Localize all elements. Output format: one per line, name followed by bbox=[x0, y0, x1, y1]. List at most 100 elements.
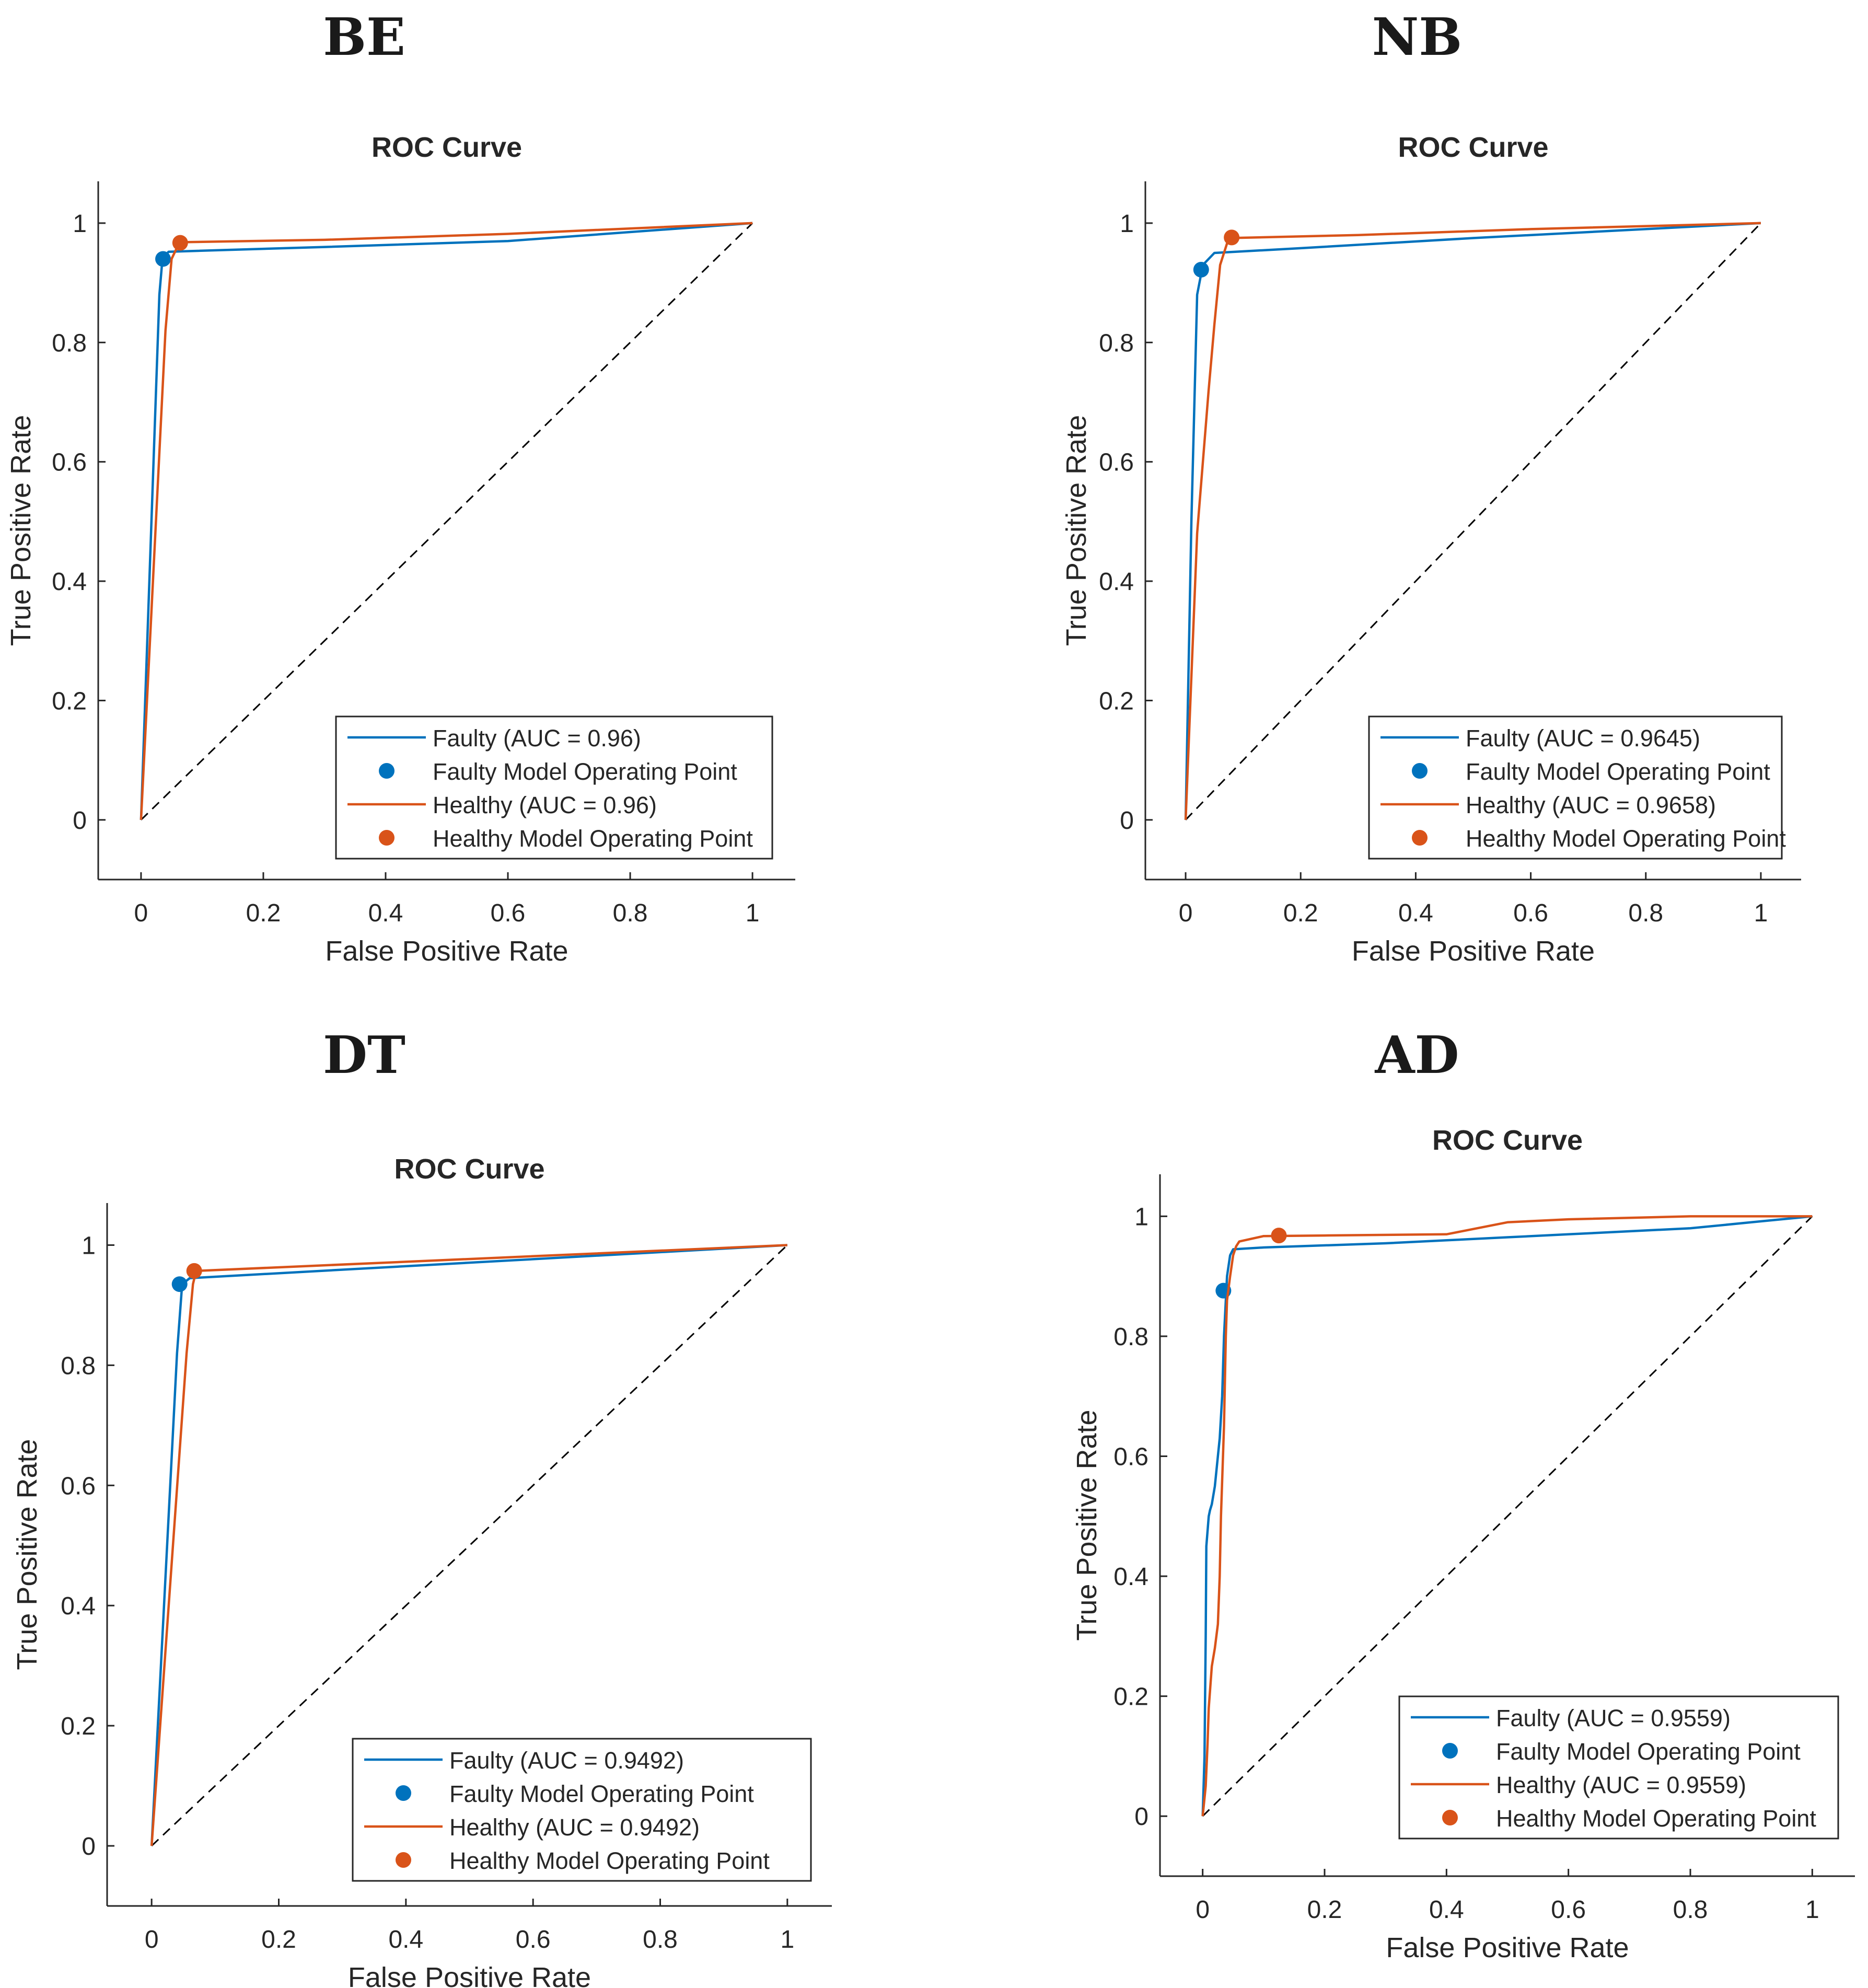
faulty-roc-line bbox=[1184, 222, 1761, 820]
healthy-operating-point bbox=[1271, 1228, 1287, 1244]
legend-entry-label: Healthy (AUC = 0.9492) bbox=[449, 1814, 700, 1841]
x-tick-label: 0.8 bbox=[613, 899, 648, 927]
x-tick-label: 0.4 bbox=[1429, 1896, 1464, 1924]
legend-box bbox=[1368, 715, 1783, 860]
chance-diagonal bbox=[140, 222, 753, 820]
y-tick-label: 0.6 bbox=[52, 449, 87, 477]
y-tick-label: 0.4 bbox=[61, 1592, 96, 1620]
x-tick-label: 0.2 bbox=[246, 899, 281, 927]
x-tick-label: 0.2 bbox=[1307, 1896, 1342, 1924]
panel-label: NB bbox=[1372, 7, 1462, 67]
x-tick-label: 1 bbox=[746, 899, 760, 927]
x-tick-label: 0 bbox=[1196, 1896, 1210, 1924]
healthy-operating-point bbox=[186, 1263, 202, 1279]
y-axis-label: True Positive Rate bbox=[1071, 1409, 1103, 1640]
y-tick-label: 0 bbox=[1120, 807, 1134, 835]
x-tick-label: 0.4 bbox=[368, 899, 403, 927]
faulty-operating-point bbox=[1193, 261, 1209, 278]
legend-entry-label: Faulty Model Operating Point bbox=[1466, 758, 1770, 785]
legend-entry-label: Healthy (AUC = 0.96) bbox=[433, 792, 657, 818]
chart-title: ROC Curve bbox=[372, 132, 522, 163]
x-tick-label: 1 bbox=[780, 1926, 794, 1954]
y-tick-label: 1 bbox=[82, 1232, 96, 1259]
chance-diagonal bbox=[151, 1244, 788, 1847]
roc-panel-ad: AD ROC Curve 0 0.2 0.4 0.6 0.8 1 0 0.2 0.4 0.6 0.8 1 F… bbox=[1071, 1025, 1855, 1963]
y-tick-label: 0.6 bbox=[1113, 1443, 1148, 1471]
x-axis-label: False Positive Rate bbox=[348, 1962, 591, 1988]
chance-diagonal bbox=[1185, 222, 1762, 820]
x-axis-label: False Positive Rate bbox=[1386, 1932, 1629, 1963]
legend: Faulty (AUC = 0.9559) Faulty Model Operat… bbox=[1398, 1695, 1839, 1840]
x-tick-label: 0.4 bbox=[1398, 899, 1433, 927]
panel-label: DT bbox=[323, 1025, 405, 1085]
legend-healthy-point-swatch bbox=[396, 1852, 411, 1868]
chart-title: ROC Curve bbox=[1432, 1125, 1583, 1156]
faulty-operating-point bbox=[155, 251, 171, 267]
faulty-operating-point bbox=[171, 1276, 188, 1292]
legend-entry-label: Healthy (AUC = 0.9658) bbox=[1466, 792, 1716, 818]
y-tick-label: 0.4 bbox=[52, 568, 87, 596]
y-tick-label: 0.4 bbox=[1099, 568, 1134, 596]
legend-entry-label: Healthy Model Operating Point bbox=[1466, 825, 1786, 852]
x-tick-label: 0.2 bbox=[261, 1926, 296, 1954]
x-tick-label: 0.6 bbox=[1551, 1896, 1586, 1924]
y-tick-label: 0.2 bbox=[1099, 687, 1134, 715]
y-tick-label: 0.6 bbox=[61, 1472, 96, 1500]
x-tick-label: 0.6 bbox=[516, 1926, 551, 1954]
y-tick-label: 0.2 bbox=[1113, 1683, 1148, 1711]
legend-entry-label: Faulty (AUC = 0.96) bbox=[433, 725, 641, 752]
legend: Faulty (AUC = 0.9492) Faulty Model Operat… bbox=[352, 1738, 812, 1882]
legend-entry-label: Faulty Model Operating Point bbox=[449, 1781, 754, 1807]
y-tick-label: 1 bbox=[73, 210, 87, 238]
legend-entry-label: Faulty Model Operating Point bbox=[1496, 1738, 1801, 1765]
x-tick-label: 0.8 bbox=[643, 1926, 678, 1954]
y-axis-label: True Positive Rate bbox=[11, 1439, 43, 1670]
roc-panel-be: BE ROC Curve 0 0.2 0.4 0.6 0.8 1 0 0.2 0.4 0.6 0.8 1 F… bbox=[5, 7, 795, 967]
x-tick-label: 0.4 bbox=[388, 1926, 423, 1954]
faulty-roc-line bbox=[140, 222, 753, 820]
x-tick-label: 0 bbox=[134, 899, 148, 927]
legend-faulty-point-swatch bbox=[1442, 1743, 1458, 1759]
x-tick-label: 0.6 bbox=[491, 899, 526, 927]
x-tick-label: 0.8 bbox=[1673, 1896, 1708, 1924]
legend-entry-label: Healthy Model Operating Point bbox=[433, 825, 753, 852]
y-axis-label: True Positive Rate bbox=[1061, 415, 1092, 646]
legend-entry-label: Healthy (AUC = 0.9559) bbox=[1496, 1772, 1746, 1798]
y-tick-label: 0.6 bbox=[1099, 449, 1134, 477]
y-tick-label: 0.8 bbox=[1099, 329, 1134, 357]
legend-entry-label: Healthy Model Operating Point bbox=[1496, 1805, 1816, 1832]
legend-faulty-point-swatch bbox=[1412, 763, 1428, 779]
legend-box bbox=[335, 715, 773, 860]
legend-entry-label: Healthy Model Operating Point bbox=[449, 1847, 770, 1874]
healthy-operating-point bbox=[1224, 229, 1240, 246]
y-tick-label: 1 bbox=[1134, 1203, 1148, 1231]
x-tick-label: 1 bbox=[1754, 899, 1768, 927]
healthy-roc-line bbox=[150, 1244, 787, 1846]
x-tick-label: 1 bbox=[1805, 1896, 1819, 1924]
legend-box bbox=[352, 1738, 812, 1882]
panel-label: AD bbox=[1374, 1025, 1459, 1085]
legend-entry-label: Faulty (AUC = 0.9492) bbox=[449, 1747, 684, 1774]
chart-title: ROC Curve bbox=[394, 1153, 544, 1185]
healthy-roc-line bbox=[1184, 222, 1761, 820]
x-axis-label: False Positive Rate bbox=[1352, 935, 1595, 967]
x-tick-label: 0.8 bbox=[1628, 899, 1663, 927]
x-tick-label: 0.6 bbox=[1513, 899, 1548, 927]
x-tick-label: 0 bbox=[1179, 899, 1193, 927]
panel-label: BE bbox=[323, 7, 405, 67]
y-tick-label: 0 bbox=[82, 1833, 96, 1860]
y-tick-label: 0.8 bbox=[1113, 1323, 1148, 1351]
x-tick-label: 0.2 bbox=[1283, 899, 1318, 927]
y-tick-label: 0.4 bbox=[1113, 1563, 1148, 1591]
y-tick-label: 0.8 bbox=[52, 329, 87, 357]
legend-healthy-point-swatch bbox=[1442, 1810, 1458, 1825]
legend-healthy-point-swatch bbox=[1412, 830, 1428, 846]
legend-entry-label: Faulty Model Operating Point bbox=[433, 758, 737, 785]
x-tick-label: 0 bbox=[145, 1926, 159, 1954]
faulty-roc-line bbox=[1201, 1215, 1813, 1817]
y-axis-label: True Positive Rate bbox=[5, 415, 37, 646]
y-tick-label: 1 bbox=[1120, 210, 1134, 238]
legend-healthy-point-swatch bbox=[379, 830, 395, 846]
healthy-operating-point bbox=[172, 235, 188, 251]
